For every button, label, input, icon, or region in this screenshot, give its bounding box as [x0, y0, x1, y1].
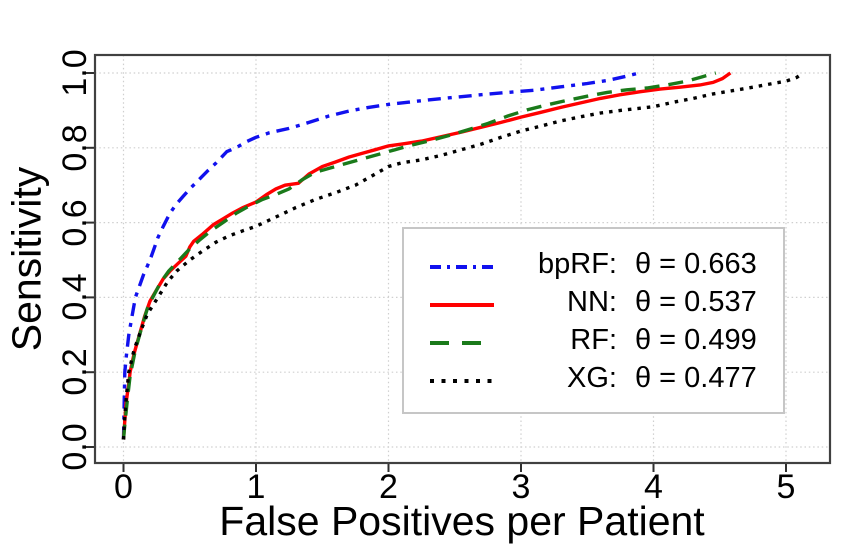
- y-tick-0.2: 0.2: [56, 348, 94, 396]
- y-tick-0.6: 0.6: [56, 198, 94, 247]
- axis-ticks: [86, 72, 787, 472]
- legend-line-icon-rf: [430, 335, 494, 345]
- x-tick-3: 3: [511, 468, 531, 506]
- x-axis-label: False Positives per Patient: [219, 498, 705, 544]
- y-tick-0.8: 0.8: [56, 124, 94, 172]
- legend-theta-value: θ = 0.499: [635, 323, 757, 356]
- x-tick-5: 5: [776, 468, 796, 506]
- legend-row-bprf: bpRF: θ = 0.663: [430, 245, 783, 283]
- legend-line-icon-bprf: [430, 259, 494, 269]
- legend-theta-value: θ = 0.663: [635, 247, 757, 280]
- legend-series-name: RF:: [570, 323, 617, 356]
- legend-theta-value: θ = 0.537: [635, 285, 757, 318]
- legend-row-nn: NN: θ = 0.537: [430, 283, 783, 321]
- legend-series-name: bpRF:: [538, 247, 617, 280]
- curve-rf: [121, 71, 717, 440]
- legend-row-rf: RF: θ = 0.499: [430, 321, 783, 359]
- x-tick-0: 0: [114, 468, 133, 506]
- legend-series-name: NN:: [567, 285, 617, 318]
- y-tick-0.0: 0.0: [56, 423, 94, 471]
- legend-series-name: XG:: [567, 361, 617, 394]
- legend-row-xg: XG: θ = 0.477: [430, 359, 783, 397]
- y-tick-0.4: 0.4: [56, 273, 94, 322]
- y-tick-1.0: 1.0: [56, 49, 94, 97]
- y-axis-label: Sensitivity: [3, 166, 50, 352]
- legend-line-icon-xg: [430, 373, 494, 383]
- legend: bpRF: θ = 0.663 NN: θ = 0.537 RF: θ = 0.…: [402, 227, 785, 414]
- plot-border: [93, 53, 832, 465]
- x-tick-1: 1: [246, 468, 266, 506]
- x-tick-2: 2: [379, 468, 398, 506]
- x-tick-4: 4: [644, 468, 663, 506]
- legend-line-icon-nn: [430, 297, 494, 307]
- legend-theta-value: θ = 0.477: [635, 361, 757, 394]
